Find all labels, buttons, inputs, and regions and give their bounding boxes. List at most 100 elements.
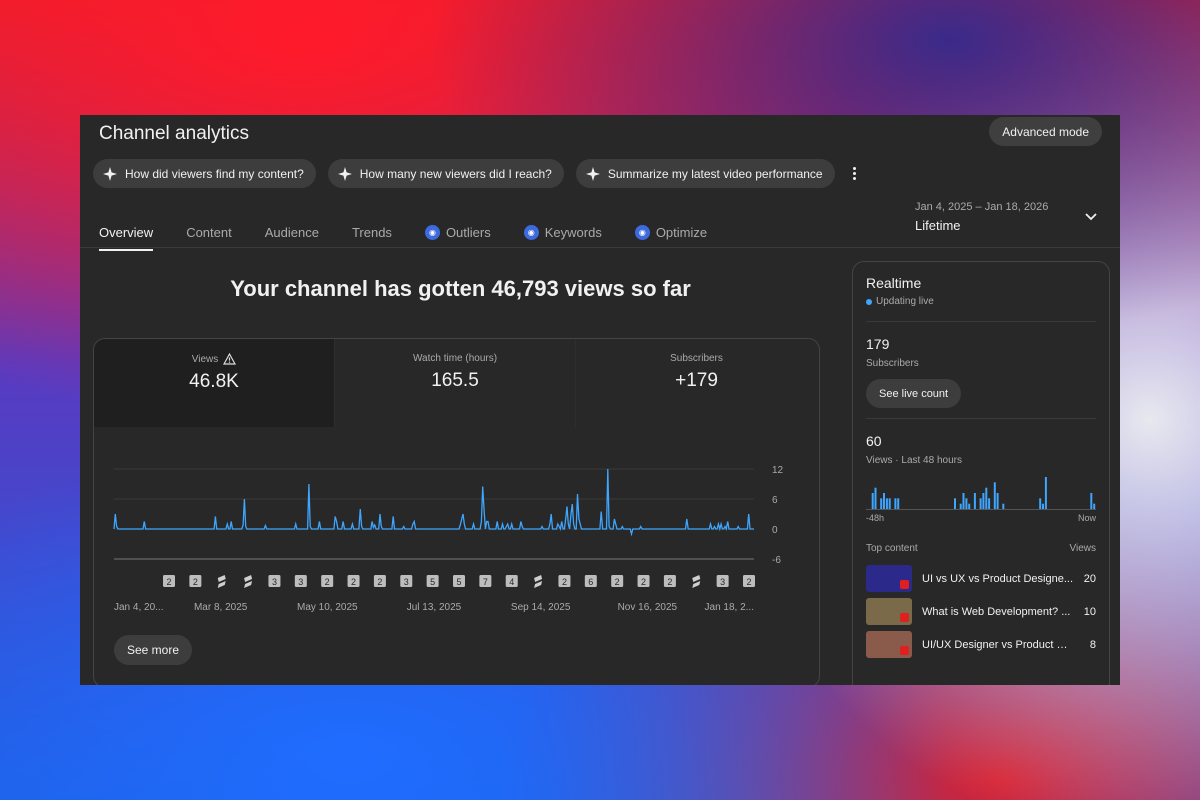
video-title: What is Web Development? ... <box>922 605 1071 618</box>
video-views: 10 <box>1083 605 1096 618</box>
top-content-item[interactable]: UI vs UX vs Product Designe... 20 <box>866 562 1096 595</box>
chevron-down-icon[interactable] <box>1084 210 1098 224</box>
x-tick-label: Jan 18, 2... <box>705 602 754 613</box>
chip-viewers-find-content[interactable]: How did viewers find my content? <box>93 159 316 188</box>
y-tick-label: 6 <box>772 495 778 506</box>
views-series-line <box>113 468 754 537</box>
video-count-marker[interactable]: 2 <box>189 575 202 587</box>
shorts-marker-icon[interactable] <box>534 575 543 588</box>
video-count-marker[interactable]: 2 <box>637 575 650 587</box>
tabs-divider <box>80 247 1120 248</box>
top-content-list: UI vs UX vs Product Designe... 20 What i… <box>866 562 1096 661</box>
video-count-marker[interactable]: 5 <box>426 575 439 587</box>
svg-text:4: 4 <box>509 577 514 587</box>
tab-overview[interactable]: Overview <box>99 219 154 251</box>
tab-bar: Overview Content Audience Trends ◉ Outlie… <box>99 219 740 251</box>
shorts-marker-icon[interactable] <box>692 575 701 588</box>
video-count-marker[interactable]: 2 <box>163 575 175 587</box>
sparkle-icon <box>103 166 117 181</box>
svg-text:2: 2 <box>615 577 620 587</box>
svg-text:2: 2 <box>562 577 567 587</box>
realtime-bar <box>979 498 982 509</box>
tab-outliers[interactable]: ◉ Outliers <box>424 219 491 245</box>
shorts-marker-icon[interactable] <box>244 575 253 588</box>
chip-new-viewers[interactable]: How many new viewers did I reach? <box>327 159 564 188</box>
tab-label: Audience <box>264 224 319 240</box>
axis-end-label: Now <box>1077 513 1096 523</box>
realtime-card: Realtime Updating live 179 Subscribers S… <box>852 261 1110 685</box>
overview-card: Views 46.8K Watch time (hours) 165.5 Sub… <box>93 338 820 685</box>
tab-trends[interactable]: Trends <box>352 219 392 245</box>
video-count-marker[interactable]: 3 <box>716 575 729 587</box>
top-content-item[interactable]: UI/UX Designer vs Product De... 8 <box>866 628 1096 661</box>
realtime-bar <box>985 487 988 509</box>
video-count-marker[interactable]: 2 <box>321 575 334 587</box>
x-tick-label: May 10, 2025 <box>297 602 358 613</box>
realtime-bar <box>1093 503 1096 509</box>
live-status: Updating live <box>866 296 1096 307</box>
video-count-marker[interactable]: 2 <box>743 575 755 587</box>
axis-start-label: -48h <box>866 513 885 523</box>
svg-text:3: 3 <box>272 577 277 587</box>
svg-text:2: 2 <box>325 577 330 587</box>
video-count-marker[interactable]: 2 <box>558 575 571 587</box>
realtime-bar <box>871 493 874 509</box>
realtime-bar <box>880 498 883 509</box>
metric-row: Views 46.8K Watch time (hours) 165.5 Sub… <box>94 339 819 427</box>
tab-content[interactable]: Content <box>186 219 232 245</box>
date-range-text: Jan 4, 2025 – Jan 18, 2026 <box>915 201 1049 213</box>
video-count-marker[interactable]: 2 <box>663 575 676 587</box>
tab-label: Outliers <box>445 224 491 240</box>
see-live-count-button[interactable]: See live count <box>866 379 962 408</box>
chip-summarize-latest[interactable]: Summarize my latest video performance <box>575 159 835 188</box>
video-count-marker[interactable]: 4 <box>505 575 518 587</box>
svg-text:3: 3 <box>404 577 409 587</box>
analytics-panel: Channel analytics Advanced mode How did … <box>80 115 1120 685</box>
tab-audience[interactable]: Audience <box>265 219 319 245</box>
warning-icon <box>223 353 237 365</box>
video-count-marker[interactable]: 3 <box>294 575 307 587</box>
realtime-bar-chart[interactable] <box>866 474 1096 510</box>
views-line-chart[interactable]: 12 6 0 -6 2 2 3 3 2 2 2 3 5 5 7 4 2 6 2 2 2 3 2 Jan 4, 20... Mar… <box>94 439 820 619</box>
divider <box>866 418 1096 419</box>
y-tick-label: 12 <box>772 465 784 476</box>
divider <box>866 321 1096 322</box>
video-count-marker[interactable]: 6 <box>584 575 597 587</box>
svg-text:7: 7 <box>483 577 488 587</box>
metric-label: Subscribers <box>670 353 723 364</box>
advanced-mode-button[interactable]: Advanced mode <box>989 117 1102 146</box>
video-count-marker[interactable]: 3 <box>400 575 413 587</box>
top-content-item[interactable]: What is Web Development? ... 10 <box>866 595 1096 628</box>
realtime-bar <box>1042 503 1044 509</box>
metric-label: Watch time (hours) <box>412 353 498 364</box>
see-more-button[interactable]: See more <box>114 635 193 665</box>
video-count-marker[interactable]: 5 <box>453 575 465 587</box>
metric-views[interactable]: Views 46.8K <box>94 339 335 427</box>
tab-label: Keywords <box>544 224 602 240</box>
tab-optimize[interactable]: ◉ Optimize <box>634 219 708 245</box>
realtime-bar <box>988 498 991 509</box>
realtime-bar <box>1090 493 1093 509</box>
more-options-icon[interactable] <box>847 162 863 186</box>
date-range-selector[interactable]: Jan 4, 2025 – Jan 18, 2026 Lifetime <box>915 201 1048 233</box>
y-tick-label: 0 <box>772 525 778 536</box>
video-title: UI/UX Designer vs Product De... <box>922 638 1074 651</box>
metric-watch-time[interactable]: Watch time (hours) 165.5 <box>335 339 576 427</box>
views-headline: Your channel has gotten 46,793 views so … <box>230 276 691 301</box>
svg-text:2: 2 <box>351 577 356 587</box>
shorts-marker-icon[interactable] <box>217 575 226 588</box>
metric-subscribers[interactable]: Subscribers +179 <box>576 339 817 427</box>
video-count-marker[interactable]: 7 <box>479 575 492 587</box>
date-range-period: Lifetime <box>915 218 961 233</box>
shorts-badge-icon <box>900 580 909 589</box>
video-count-marker[interactable]: 3 <box>268 575 281 587</box>
realtime-views-label: Views · Last 48 hours <box>866 455 962 466</box>
realtime-bar <box>883 493 885 509</box>
realtime-bar <box>897 498 900 509</box>
tab-label: Optimize <box>655 224 708 240</box>
video-count-marker[interactable]: 2 <box>347 575 360 587</box>
svg-text:5: 5 <box>456 577 461 587</box>
tab-keywords[interactable]: ◉ Keywords <box>523 219 602 245</box>
video-count-marker[interactable]: 2 <box>373 575 386 587</box>
video-count-marker[interactable]: 2 <box>611 575 624 587</box>
